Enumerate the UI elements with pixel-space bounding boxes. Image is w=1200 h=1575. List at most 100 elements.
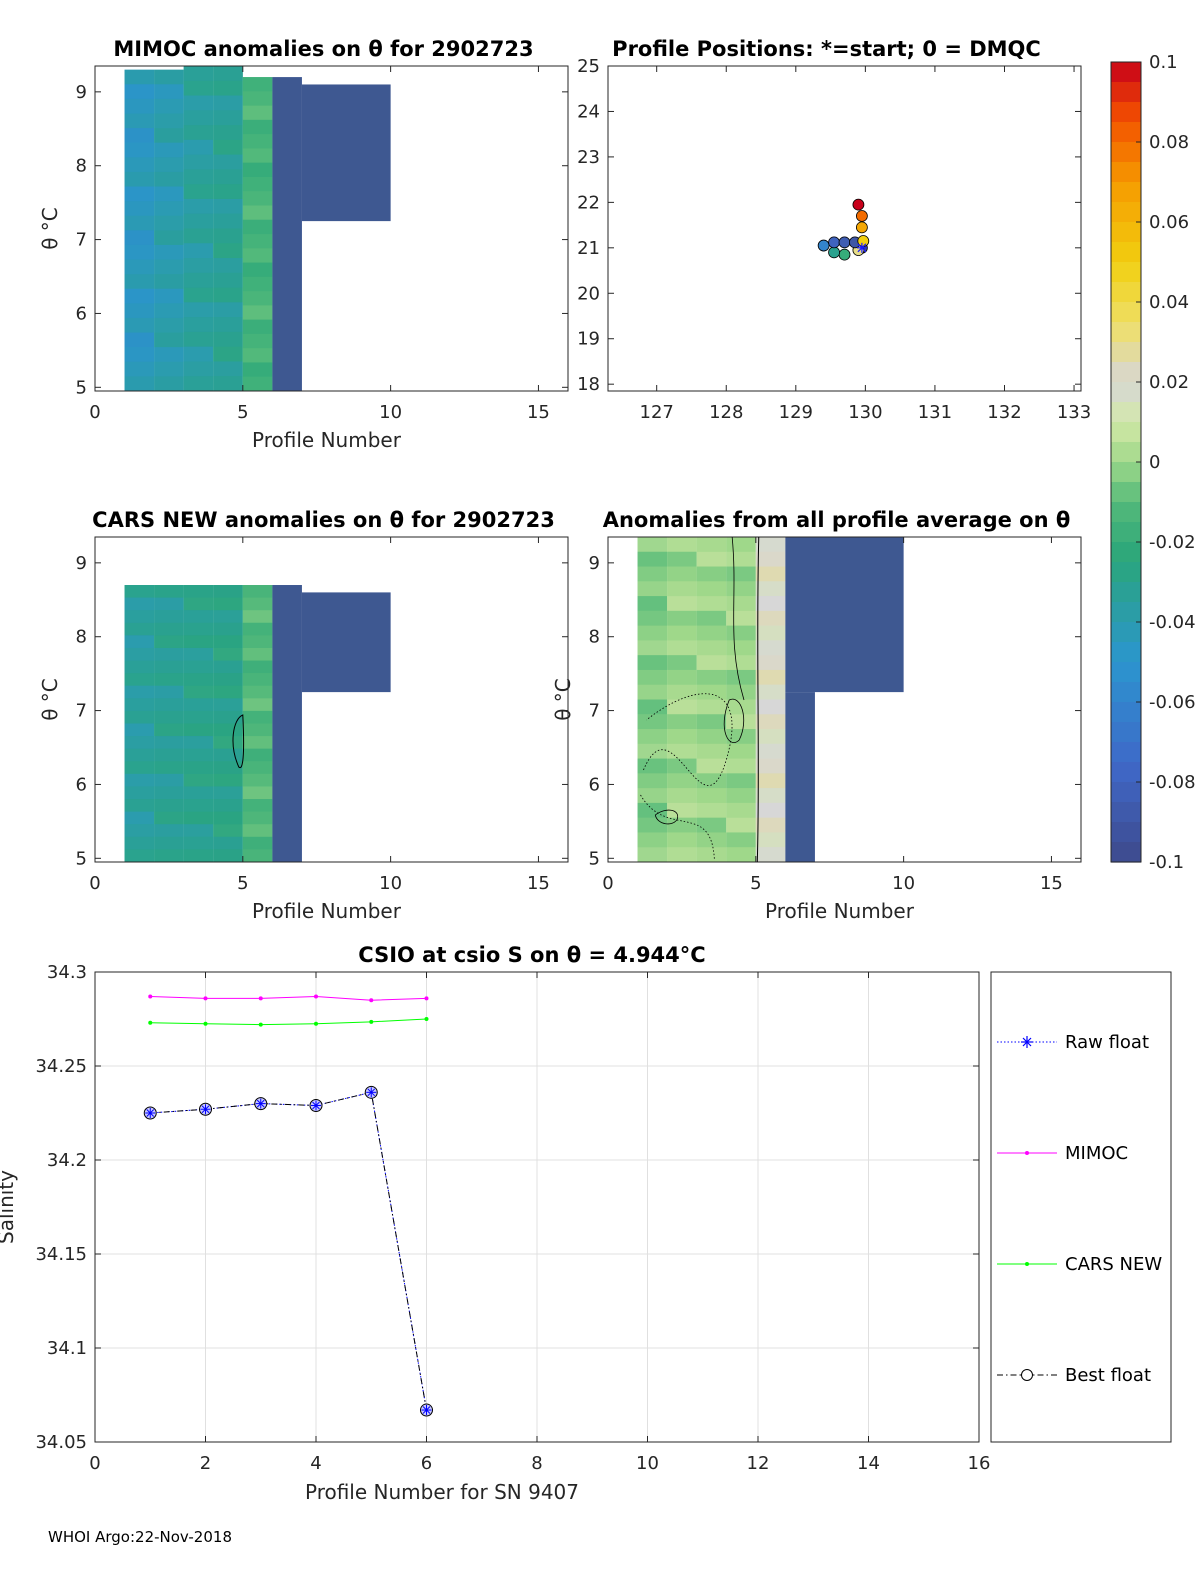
mimoc-heat-band	[183, 169, 214, 185]
mimoc-heat-band	[183, 346, 214, 362]
positions-ytick-label: 21	[577, 238, 600, 259]
mimoc-heat-band	[213, 376, 243, 391]
mimoc-heat-band	[213, 66, 243, 81]
colorbar-tick-label: -0.02	[1149, 532, 1196, 553]
allprof-heat-band	[726, 566, 756, 582]
colorbar-segment	[1111, 742, 1141, 763]
cars-heat-band	[183, 685, 214, 699]
allprof-heat-band	[755, 684, 786, 700]
cars-ytick-label: 8	[76, 627, 87, 648]
mimoc-heat-band	[242, 362, 273, 377]
positions-title: Profile Positions: *=start; 0 = DMQC	[612, 37, 1041, 61]
cars-heat-band	[154, 811, 184, 825]
allprof-heat-band	[755, 566, 786, 582]
mimoc-heat-band	[124, 215, 155, 231]
allprof-heat-band	[637, 714, 668, 730]
cars-heat-band	[124, 799, 155, 812]
mimoc-heat-band	[124, 347, 155, 362]
colorbar-tick-label: -0.04	[1149, 612, 1196, 633]
cars-heat-band	[154, 799, 184, 812]
cars-heat-band	[183, 597, 214, 611]
mimoc-heat-band	[213, 139, 243, 155]
mimoc-heat-band	[213, 80, 243, 96]
mimoc-heat-band	[154, 361, 184, 377]
allprof-contour-line	[731, 536, 745, 701]
mimoc-heat-band	[242, 119, 273, 135]
colorbar-segment	[1111, 542, 1141, 563]
mimoc-axes-frame	[94, 65, 569, 392]
series-point-cars-new	[258, 1022, 263, 1027]
allprof-heat-band	[667, 729, 697, 744]
allprof-heat-band	[755, 610, 786, 626]
colorbar-segment	[1111, 842, 1141, 863]
profile-position-point	[855, 210, 868, 222]
profile-position-point	[828, 246, 840, 259]
mimoc-heat-band	[183, 376, 214, 391]
allprof-heat-band	[755, 788, 786, 803]
allprof-heat-band	[667, 684, 697, 700]
mimoc-heat-band	[183, 258, 214, 273]
cars-heat-band	[154, 635, 184, 648]
cars-heat-band	[154, 673, 184, 686]
mimoc-heat-band	[124, 98, 155, 114]
allprof-contour-line	[723, 698, 745, 743]
mimoc-heat-band	[124, 332, 155, 348]
colorbar-segment	[1111, 162, 1141, 183]
cars-heat-band	[124, 673, 155, 686]
mimoc-heat-band	[183, 198, 214, 214]
cars-heat-band	[124, 585, 155, 598]
allprof-heat-band	[667, 714, 697, 730]
allprof-heat-band	[726, 743, 756, 759]
colorbar-segment	[1111, 822, 1141, 843]
mimoc-heat-band	[124, 317, 155, 333]
allprof-heat-band	[755, 758, 786, 774]
series-point-raw-float	[422, 1406, 431, 1414]
allprof-heat-band	[755, 581, 786, 597]
cars-heat-band	[154, 849, 184, 862]
allprof-nodata-block	[785, 692, 815, 862]
allprof-heat-band	[726, 684, 756, 700]
allprof-heat-band	[637, 699, 668, 715]
allprof-heat-band	[667, 640, 697, 656]
legend-label-raw-float: Raw float	[1065, 1032, 1149, 1053]
colorbar-segment	[1111, 422, 1141, 443]
cars-heat-band	[213, 710, 243, 724]
csio-ytick-label: 34.3	[47, 962, 87, 983]
allprof-heat-band	[696, 714, 727, 730]
mimoc-heat-band	[183, 95, 214, 111]
series-point-mimoc	[203, 996, 208, 1001]
csio-ytick-label: 34.1	[47, 1338, 87, 1359]
cars-heat-band	[183, 786, 214, 800]
colorbar-segment	[1111, 662, 1141, 683]
csio-ylabel: Salinity	[0, 1170, 18, 1244]
cars-axes-frame	[94, 536, 569, 863]
series-point-mimoc	[258, 996, 263, 1001]
allprof-heat-band	[696, 640, 727, 656]
colorbar-segment	[1111, 462, 1141, 483]
allprof-title: Anomalies from all profile average on θ	[603, 508, 1071, 532]
mimoc-heat-band	[242, 176, 273, 192]
cars-heat-band	[242, 748, 273, 762]
allprof-heat-band	[667, 788, 697, 803]
cars-heat-band	[213, 761, 243, 774]
cars-heat-band	[124, 824, 155, 837]
positions-xtick-label: 127	[640, 402, 674, 423]
cars-heat-band	[213, 597, 243, 611]
allprof-heat-band	[696, 743, 727, 759]
mimoc-heat-band	[183, 287, 214, 303]
colorbar-segment	[1111, 342, 1141, 363]
footer-credit: WHOI Argo:22-Nov-2018	[48, 1528, 232, 1546]
colorbar-tick-label: 0.04	[1149, 292, 1189, 313]
mimoc-heat-band	[213, 95, 243, 111]
cars-nodata-block	[272, 585, 302, 862]
series-point-cars-new	[203, 1021, 208, 1026]
mimoc-heat-band	[183, 213, 214, 229]
cars-heat-band	[154, 786, 184, 800]
cars-heat-band	[242, 610, 273, 623]
mimoc-heat-band	[183, 272, 214, 288]
allprof-contour-line	[654, 809, 679, 825]
cars-ytick-label: 5	[76, 848, 87, 869]
colorbar-segment	[1111, 142, 1141, 163]
allprof-heat-band	[667, 655, 697, 670]
